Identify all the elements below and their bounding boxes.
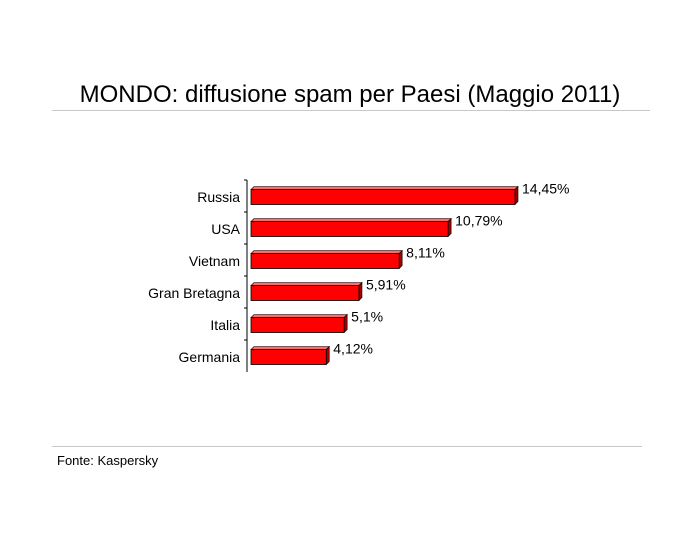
bar-top-face (250, 218, 452, 222)
chart-title: MONDO: diffusione spam per Paesi (Maggio… (79, 81, 621, 108)
category-label: USA (211, 221, 240, 237)
category-label: Italia (210, 317, 240, 333)
bar-top-face (250, 186, 519, 190)
value-label: 5,91% (366, 277, 406, 293)
value-label: 4,12% (333, 341, 373, 357)
category-label: Russia (197, 189, 240, 205)
bar-vietnam (250, 253, 400, 269)
category-label: Vietnam (189, 253, 240, 269)
value-label: 14,45% (522, 181, 569, 197)
bar-gran-bretagna (250, 285, 360, 301)
bar-italia (250, 317, 345, 333)
source-note: Fonte: Kaspersky (57, 453, 159, 468)
bar-top-face (250, 346, 330, 350)
category-label: Gran Bretagna (148, 285, 240, 301)
source-divider (52, 446, 642, 447)
bar-top-face (250, 250, 403, 254)
category-label: Germania (179, 349, 241, 365)
bar-top-face (250, 314, 348, 318)
bar-germania (250, 349, 327, 365)
bar-side-face (325, 345, 330, 366)
bar-top-face (250, 282, 363, 286)
value-label: 8,11% (406, 245, 445, 261)
value-label: 5,1% (351, 309, 383, 325)
title-divider (52, 110, 650, 111)
bar-side-face (514, 185, 519, 206)
value-label: 10,79% (455, 213, 502, 229)
bar-side-face (358, 281, 363, 302)
bar-usa (250, 221, 449, 237)
bar-russia (250, 189, 516, 205)
bar-side-face (398, 249, 403, 270)
bar-side-face (447, 217, 452, 238)
bar-side-face (343, 313, 348, 334)
